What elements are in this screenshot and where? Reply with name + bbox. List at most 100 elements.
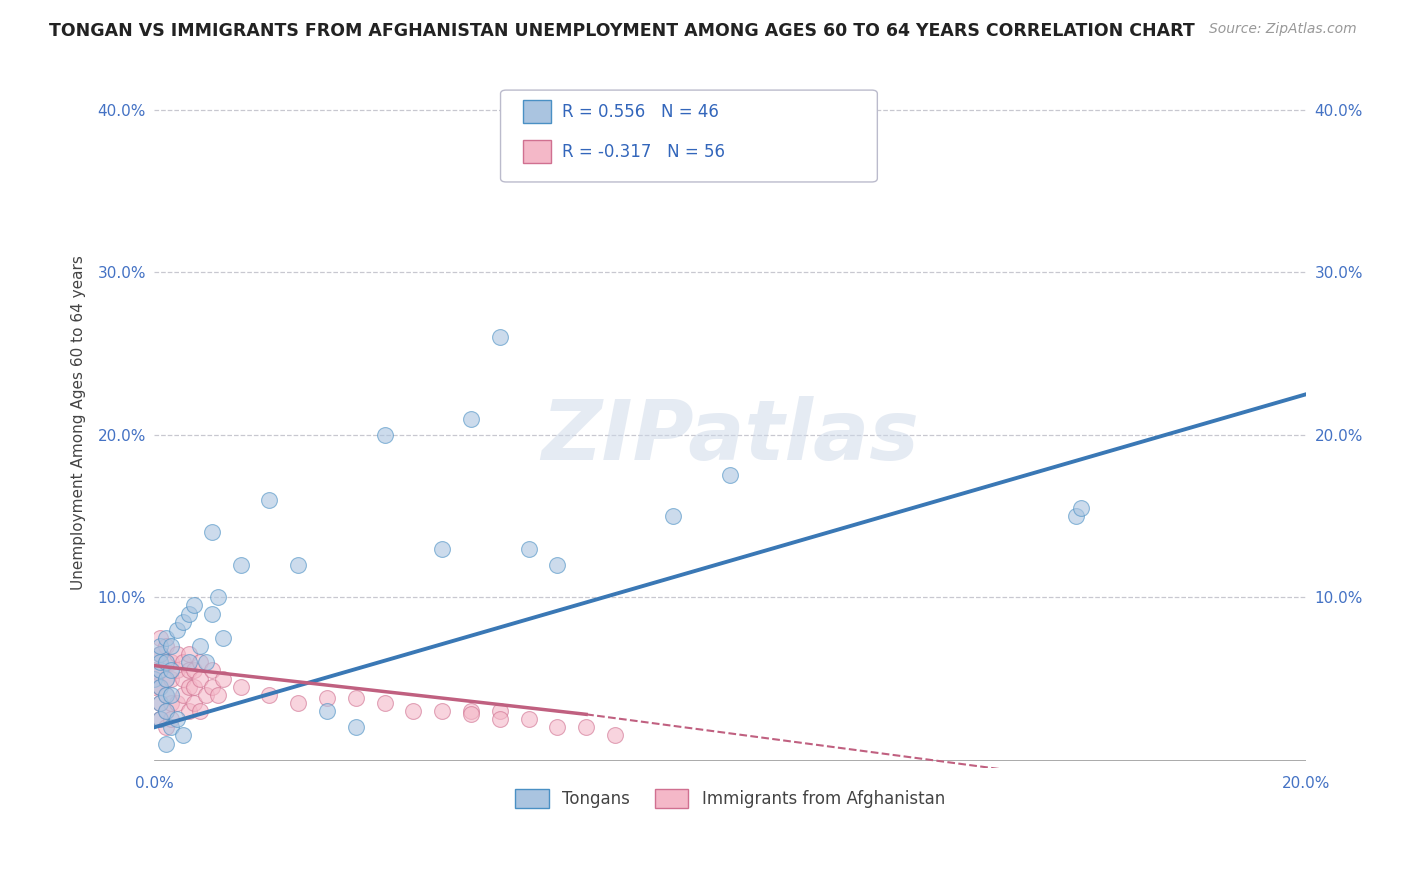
Point — [143, 680, 166, 694]
Point — [1070, 500, 1092, 515]
Text: R = 0.556   N = 46: R = 0.556 N = 46 — [562, 103, 720, 120]
Point — [149, 664, 172, 678]
Point — [546, 720, 568, 734]
Point — [183, 664, 205, 678]
Point — [149, 631, 172, 645]
Point — [460, 411, 482, 425]
Point — [149, 639, 172, 653]
Point — [143, 672, 166, 686]
Point — [149, 696, 172, 710]
Point — [172, 656, 194, 670]
Point — [195, 688, 218, 702]
Text: Source: ZipAtlas.com: Source: ZipAtlas.com — [1209, 22, 1357, 37]
Y-axis label: Unemployment Among Ages 60 to 64 years: Unemployment Among Ages 60 to 64 years — [72, 255, 86, 591]
Point — [344, 691, 367, 706]
Point — [166, 664, 188, 678]
Point — [177, 704, 200, 718]
Point — [172, 615, 194, 629]
Point — [166, 696, 188, 710]
Point — [177, 664, 200, 678]
Point — [177, 680, 200, 694]
Point — [166, 647, 188, 661]
Point — [316, 691, 339, 706]
Point — [229, 680, 252, 694]
Point — [430, 541, 453, 556]
Point — [160, 688, 183, 702]
Point — [155, 720, 177, 734]
Point — [155, 688, 177, 702]
Point — [149, 656, 172, 670]
Point — [177, 656, 200, 670]
Point — [188, 672, 211, 686]
Point — [177, 607, 200, 621]
Point — [195, 656, 218, 670]
Point — [149, 647, 172, 661]
Point — [155, 688, 177, 702]
Point — [155, 704, 177, 718]
Text: ZIPatlas: ZIPatlas — [541, 396, 920, 477]
Point — [287, 696, 309, 710]
Point — [212, 672, 235, 686]
Point — [546, 558, 568, 572]
Point — [718, 468, 741, 483]
Point — [374, 428, 396, 442]
Point — [149, 712, 172, 726]
Point — [183, 696, 205, 710]
Point — [149, 664, 172, 678]
Point — [575, 720, 598, 734]
Point — [259, 688, 281, 702]
Point — [160, 656, 183, 670]
Point — [149, 647, 172, 661]
Point — [149, 680, 172, 694]
Point — [160, 720, 183, 734]
Point — [488, 330, 510, 344]
Point — [183, 680, 205, 694]
Point — [155, 704, 177, 718]
Point — [188, 704, 211, 718]
Point — [155, 737, 177, 751]
Point — [155, 631, 177, 645]
Point — [517, 712, 540, 726]
Point — [316, 704, 339, 718]
Point — [155, 672, 177, 686]
Point — [149, 680, 172, 694]
Point — [155, 656, 177, 670]
Point — [201, 680, 224, 694]
Point — [207, 688, 229, 702]
Point — [229, 558, 252, 572]
Point — [160, 639, 183, 653]
Point — [172, 688, 194, 702]
Point — [155, 672, 177, 686]
Point — [287, 558, 309, 572]
Point — [143, 664, 166, 678]
Point — [201, 607, 224, 621]
Point — [172, 672, 194, 686]
Point — [160, 664, 183, 678]
Point — [188, 639, 211, 653]
Point — [259, 492, 281, 507]
Point — [149, 647, 172, 661]
Point — [166, 623, 188, 637]
Point — [201, 664, 224, 678]
Legend: Tongans, Immigrants from Afghanistan: Tongans, Immigrants from Afghanistan — [509, 782, 952, 815]
Point — [166, 712, 188, 726]
Text: R = -0.317   N = 56: R = -0.317 N = 56 — [562, 143, 725, 161]
Point — [374, 696, 396, 710]
Point — [212, 631, 235, 645]
Point — [177, 647, 200, 661]
Point — [160, 712, 183, 726]
Point — [488, 712, 510, 726]
Point — [201, 525, 224, 540]
Point — [155, 639, 177, 653]
Point — [160, 696, 183, 710]
Point — [344, 720, 367, 734]
Point — [661, 509, 683, 524]
Point — [488, 704, 510, 718]
Point — [1064, 509, 1087, 524]
Point — [460, 707, 482, 722]
Point — [149, 696, 172, 710]
Point — [155, 656, 177, 670]
Point — [160, 672, 183, 686]
Point — [402, 704, 425, 718]
Point — [172, 728, 194, 742]
